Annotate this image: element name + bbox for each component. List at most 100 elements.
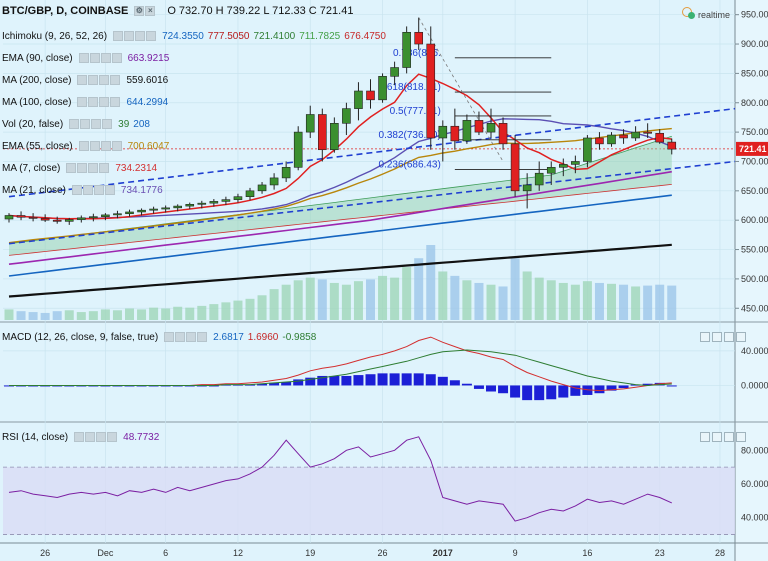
indicator-value: 734.1776 bbox=[120, 184, 163, 196]
candle-body bbox=[4, 215, 14, 220]
settings-icon[interactable] bbox=[88, 75, 99, 85]
indicator-controls[interactable] bbox=[66, 163, 110, 173]
indicator-controls[interactable] bbox=[77, 97, 121, 107]
volume-bar bbox=[474, 282, 484, 320]
candle-body bbox=[607, 134, 616, 145]
macd-tick-label: 0.0000 bbox=[741, 380, 768, 390]
candle-body bbox=[281, 167, 291, 179]
macd-histogram-bar bbox=[305, 377, 316, 386]
settings-icon[interactable] bbox=[82, 185, 93, 195]
move-down-icon[interactable] bbox=[712, 432, 722, 442]
candle-body bbox=[378, 76, 387, 101]
volume-bar bbox=[631, 286, 641, 320]
eye-icon[interactable] bbox=[69, 119, 80, 129]
macd-legend-controls[interactable] bbox=[164, 332, 208, 342]
indicator-controls[interactable] bbox=[78, 141, 122, 151]
indicator-controls[interactable] bbox=[113, 31, 157, 41]
indicator-controls[interactable] bbox=[69, 119, 113, 129]
volume-bar bbox=[366, 279, 375, 320]
volume-bar bbox=[161, 308, 171, 320]
volume-bar bbox=[257, 295, 267, 320]
close-icon[interactable] bbox=[88, 163, 99, 173]
eye-icon[interactable] bbox=[113, 31, 124, 41]
time-tick-label: 26 bbox=[378, 548, 388, 558]
close-icon[interactable] bbox=[100, 141, 111, 151]
indicator-legend-row: EMA (90, close) 663.9215 bbox=[2, 51, 173, 65]
eye-icon[interactable] bbox=[66, 163, 77, 173]
close-icon[interactable] bbox=[99, 75, 110, 85]
more-icon[interactable] bbox=[197, 332, 208, 342]
candle-body bbox=[342, 108, 351, 124]
volume-bar bbox=[64, 310, 74, 320]
more-icon[interactable] bbox=[99, 163, 110, 173]
more-icon[interactable] bbox=[146, 31, 157, 41]
more-icon[interactable] bbox=[110, 75, 121, 85]
settings-icon[interactable] bbox=[89, 141, 100, 151]
macd-histogram-bar bbox=[281, 382, 292, 386]
close-icon[interactable] bbox=[186, 332, 197, 342]
settings-icon[interactable] bbox=[85, 432, 96, 442]
settings-icon[interactable] bbox=[89, 53, 100, 63]
more-icon[interactable] bbox=[107, 432, 118, 442]
close-icon[interactable] bbox=[93, 185, 104, 195]
volume-bar bbox=[426, 245, 436, 320]
volume-bar bbox=[4, 309, 14, 320]
close-icon[interactable] bbox=[91, 119, 102, 129]
close-icon[interactable] bbox=[135, 31, 146, 41]
indicator-controls[interactable] bbox=[71, 185, 115, 195]
eye-icon[interactable] bbox=[77, 75, 88, 85]
indicator-label: MA (21, close) bbox=[2, 184, 66, 196]
macd-histogram-bar bbox=[558, 385, 569, 398]
eye-icon[interactable] bbox=[78, 53, 89, 63]
settings-icon[interactable] bbox=[175, 332, 186, 342]
settings-icon[interactable] bbox=[88, 97, 99, 107]
eye-icon[interactable] bbox=[71, 185, 82, 195]
macd-histogram-bar bbox=[570, 385, 581, 396]
more-icon[interactable] bbox=[102, 119, 113, 129]
indicator-controls[interactable] bbox=[78, 53, 122, 63]
eye-icon[interactable] bbox=[74, 432, 85, 442]
more-icon[interactable] bbox=[110, 97, 121, 107]
settings-icon[interactable]: ⚙ bbox=[134, 6, 145, 16]
settings-icon[interactable] bbox=[124, 31, 135, 41]
fib-level-label: 0.618(818.21) bbox=[379, 82, 441, 93]
rsi-pane-controls[interactable] bbox=[700, 432, 746, 442]
indicator-controls[interactable] bbox=[77, 75, 121, 85]
indicator-label: MA (200, close) bbox=[2, 74, 72, 86]
volume-bar bbox=[353, 281, 363, 320]
eye-icon[interactable] bbox=[78, 141, 89, 151]
close-icon[interactable] bbox=[99, 97, 110, 107]
volume-bar bbox=[510, 258, 520, 320]
macd-pane-controls[interactable] bbox=[700, 332, 746, 342]
close-pane-icon[interactable] bbox=[736, 432, 746, 442]
more-icon[interactable] bbox=[104, 185, 115, 195]
time-tick-label: 16 bbox=[582, 548, 592, 558]
candle-body bbox=[16, 215, 26, 218]
maximize-icon[interactable] bbox=[724, 332, 734, 342]
fib-level-label: 0.786(876. bbox=[393, 48, 441, 59]
move-down-icon[interactable] bbox=[712, 332, 722, 342]
volume-bar bbox=[594, 282, 604, 320]
eye-icon[interactable] bbox=[164, 332, 175, 342]
more-icon[interactable] bbox=[111, 53, 122, 63]
close-icon[interactable] bbox=[100, 53, 111, 63]
volume-bar bbox=[40, 312, 50, 320]
settings-icon[interactable] bbox=[80, 119, 91, 129]
settings-icon[interactable] bbox=[77, 163, 88, 173]
symbol-controls[interactable]: ⚙ × bbox=[134, 6, 156, 16]
indicator-value: 700.6047 bbox=[127, 140, 170, 152]
maximize-icon[interactable] bbox=[724, 432, 734, 442]
close-pane-icon[interactable] bbox=[736, 332, 746, 342]
move-up-icon[interactable] bbox=[700, 332, 710, 342]
close-icon[interactable] bbox=[96, 432, 107, 442]
move-up-icon[interactable] bbox=[700, 432, 710, 442]
close-icon[interactable]: × bbox=[145, 6, 156, 16]
macd-value: 2.6817 bbox=[213, 331, 244, 343]
macd-legend-label: MACD (12, 26, close, 9, false, true) bbox=[2, 331, 159, 343]
more-icon[interactable] bbox=[111, 141, 122, 151]
indicator-label: EMA (55, close) bbox=[2, 140, 73, 152]
rsi-legend-controls[interactable] bbox=[74, 432, 118, 442]
eye-icon[interactable] bbox=[77, 97, 88, 107]
rsi-tick-label: 40.0000 bbox=[741, 513, 768, 523]
